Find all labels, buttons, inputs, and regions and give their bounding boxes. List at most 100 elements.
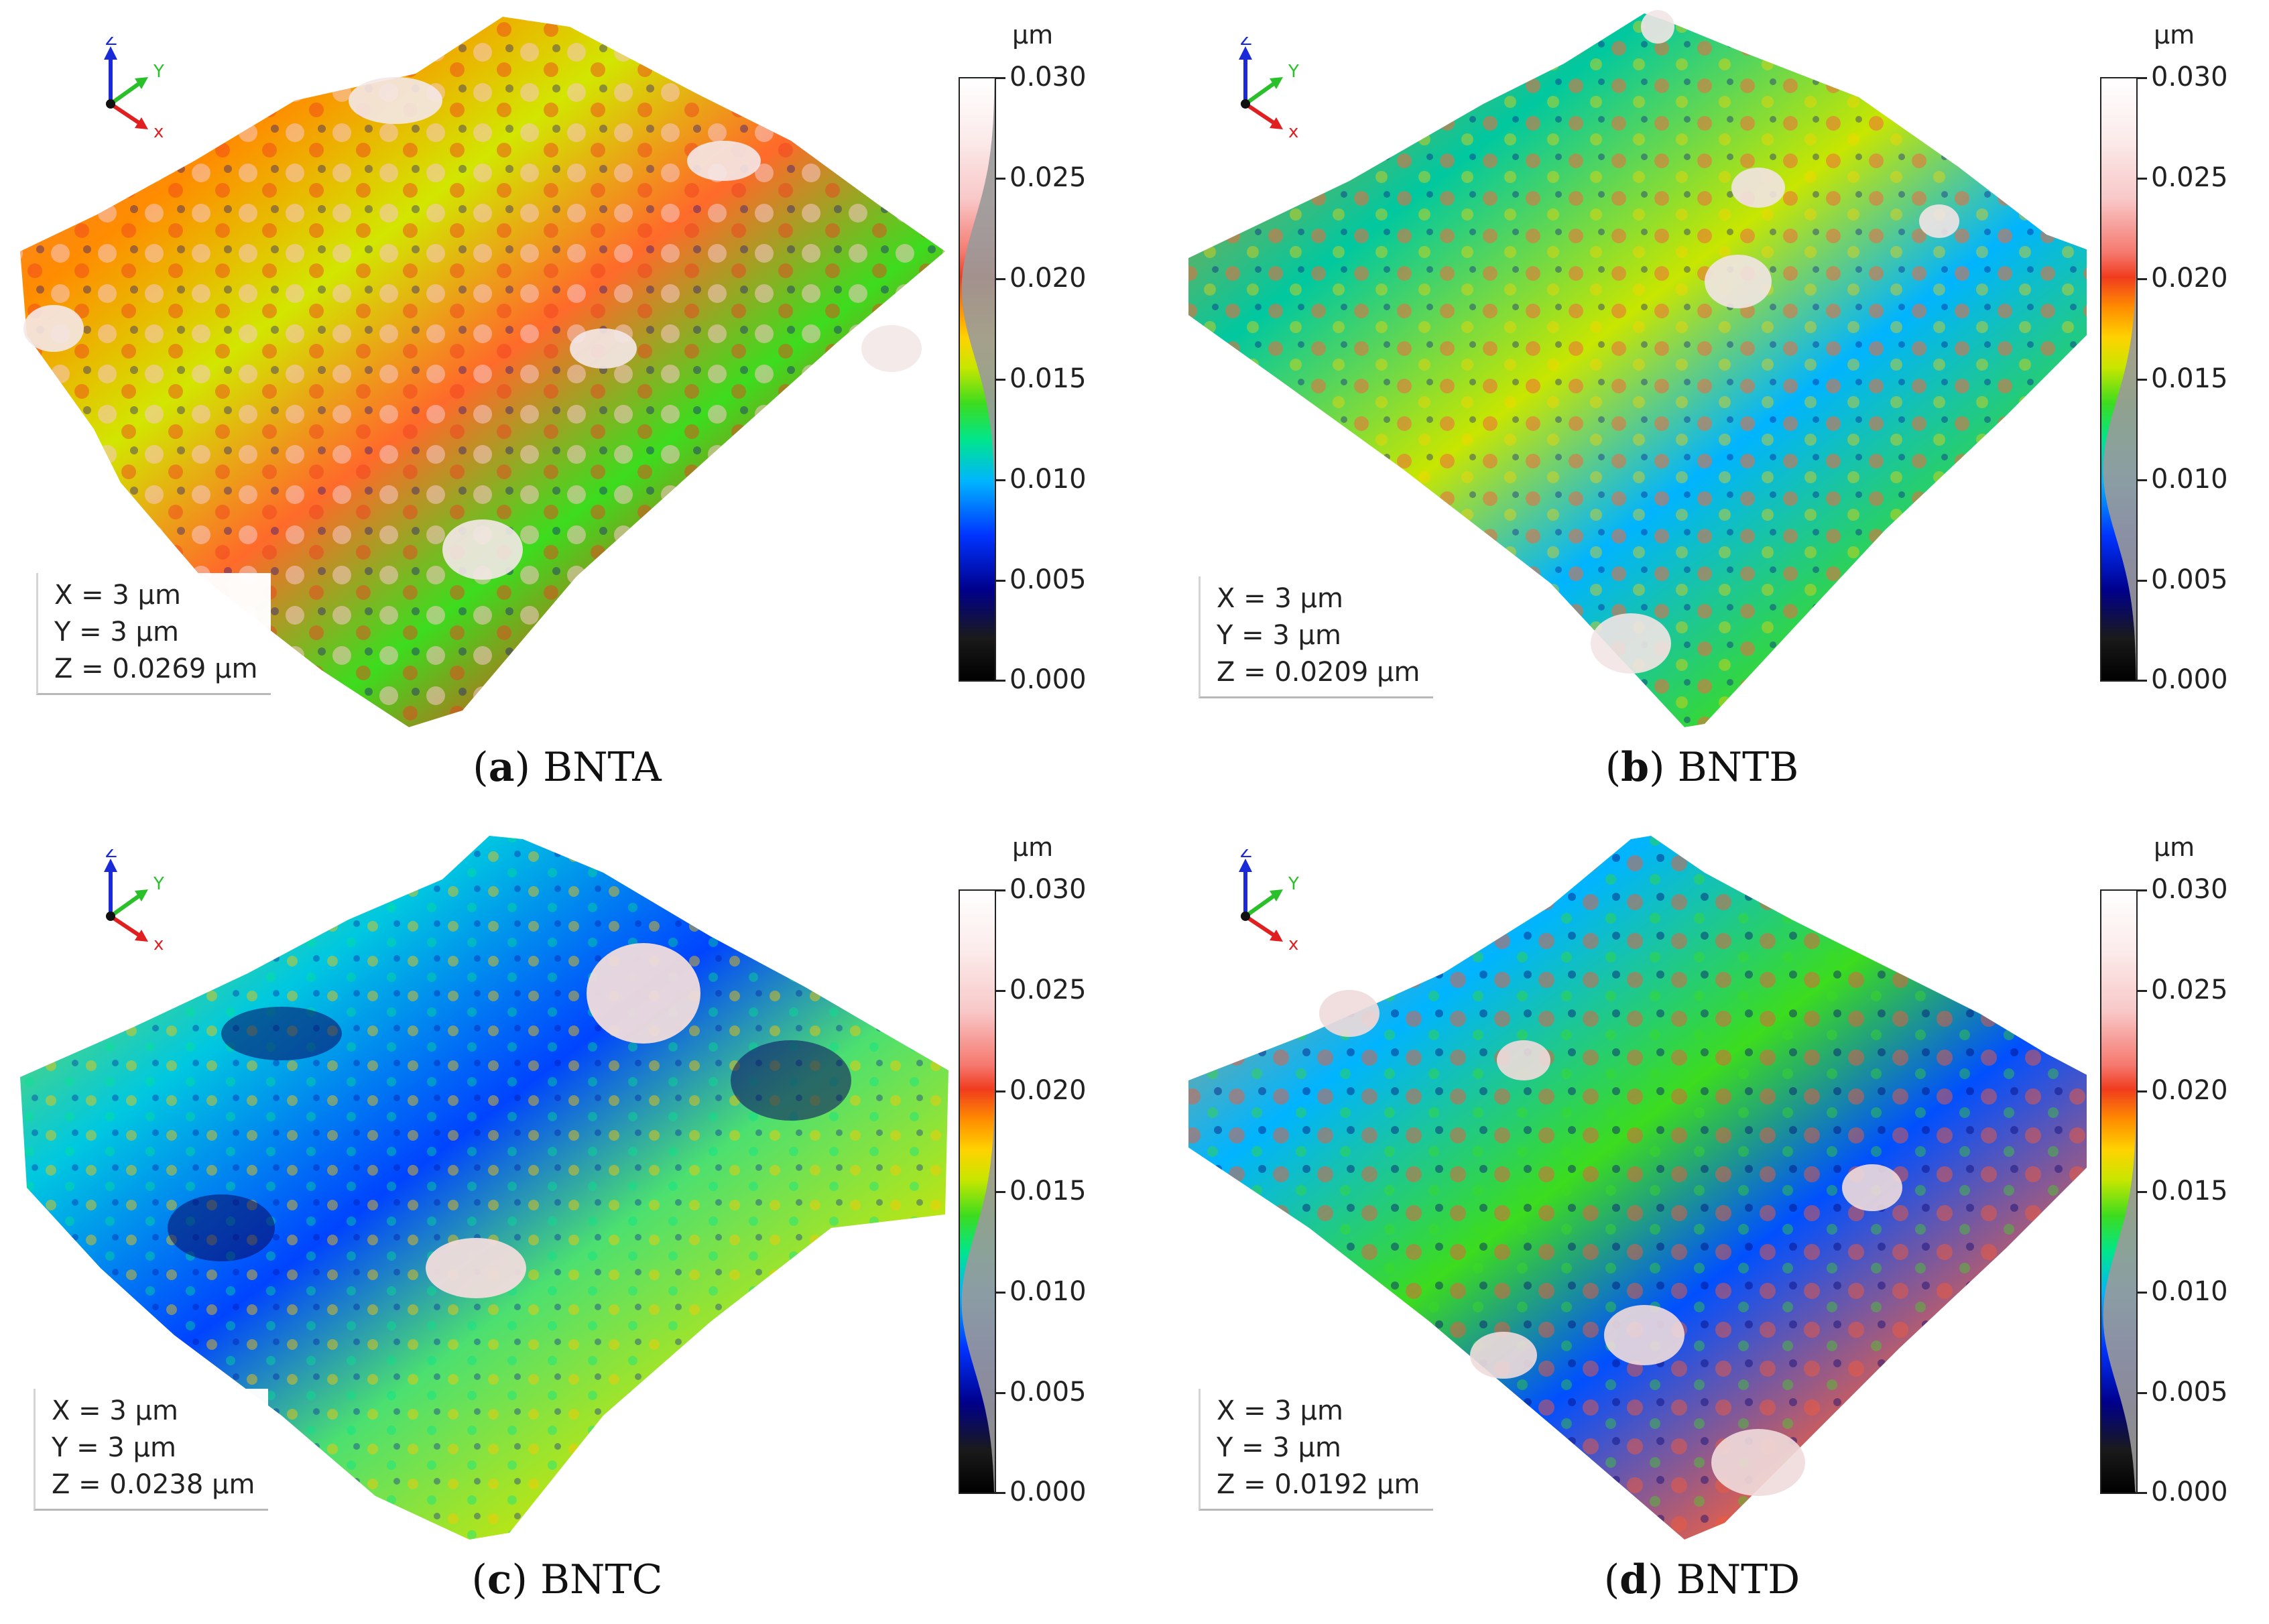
panel-a: Z Y x X = 3 µm Y = 3 µm Z = 0.0269 µm µm… — [0, 0, 1134, 812]
surface-plot-bntc — [20, 836, 948, 1540]
colorbar-tick — [2138, 990, 2147, 992]
histogram — [2103, 891, 2136, 1493]
colorbar-tick-label: 0.005 — [1009, 564, 1087, 595]
axis-triad-icon: Z Y x — [1239, 37, 1299, 142]
colorbar-tick — [996, 580, 1005, 582]
colorbar-tick — [2138, 1292, 2147, 1294]
colorbar-tick — [2138, 479, 2147, 481]
axis-label-z: Z — [105, 849, 117, 862]
colorbar-tick — [996, 178, 1005, 180]
histogram — [961, 78, 995, 680]
surface-plot-bnta — [20, 17, 945, 727]
colorbar-tick — [996, 1090, 1005, 1092]
dimension-x: X = 3 µm — [1217, 583, 1343, 614]
colorbar-tick-label: 0.010 — [2151, 464, 2228, 495]
colorbar-tick — [996, 77, 1005, 79]
colorbar-tick-label: 0.025 — [1009, 975, 1087, 1005]
dimension-x: X = 3 µm — [54, 580, 181, 611]
dimension-box: X = 3 µm Y = 3 µm Z = 0.0209 µm — [1199, 576, 1433, 698]
colorbar-tick-label: 0.005 — [2151, 564, 2228, 595]
histogram — [2103, 78, 2136, 680]
colorbar-tick — [2138, 1191, 2147, 1193]
colorbar-tick — [996, 1292, 1005, 1294]
colorbar-tick-label: 0.015 — [1009, 363, 1087, 394]
dimension-box: X = 3 µm Y = 3 µm Z = 0.0238 µm — [34, 1389, 268, 1511]
axis-label-x: x — [154, 122, 164, 142]
colorbar-tick — [2138, 1492, 2147, 1494]
colorbar-tick-label: 0.030 — [1009, 874, 1087, 905]
dimension-y: Y = 3 µm — [1217, 1432, 1341, 1463]
dimension-y: Y = 3 µm — [52, 1432, 176, 1463]
colorbar-tick — [2138, 178, 2147, 180]
colorbar-tick — [2138, 889, 2147, 891]
colorbar-tick — [996, 680, 1005, 682]
axis-label-x: x — [154, 934, 164, 954]
dimension-z: Z = 0.0209 µm — [1217, 657, 1420, 688]
axis-label-z: Z — [1240, 37, 1252, 50]
dimension-y: Y = 3 µm — [1217, 620, 1341, 651]
dimension-x: X = 3 µm — [52, 1395, 178, 1426]
colorbar-unit: µm — [2154, 832, 2195, 862]
colorbar-tick-label: 0.020 — [1009, 263, 1087, 294]
colorbar-tick-label: 0.025 — [2151, 162, 2228, 193]
panel-b: Z Y x X = 3 µm Y = 3 µm Z = 0.0209 µm µm… — [1135, 0, 2269, 812]
colorbar-tick — [996, 990, 1005, 992]
axis-label-x: x — [1288, 122, 1298, 142]
colorbar-tick-label: 0.000 — [2151, 1477, 2228, 1507]
panel-d: Z Y x X = 3 µm Y = 3 µm Z = 0.0192 µm µm… — [1135, 812, 2269, 1624]
colorbar-tick-label: 0.000 — [2151, 664, 2228, 695]
dimension-z: Z = 0.0238 µm — [52, 1469, 255, 1500]
colorbar-tick-label: 0.030 — [1009, 62, 1087, 92]
dimension-box: X = 3 µm Y = 3 µm Z = 0.0269 µm — [36, 573, 271, 695]
caption-b: (b) BNTB — [1605, 744, 1799, 791]
colorbar-tick — [996, 1392, 1005, 1394]
colorbar-unit: µm — [1012, 20, 1054, 50]
colorbar-tick — [2138, 77, 2147, 79]
colorbar — [959, 889, 996, 1494]
colorbar-tick — [996, 889, 1005, 891]
colorbar-tick — [996, 379, 1005, 381]
colorbar-tick — [996, 1492, 1005, 1494]
dimension-x: X = 3 µm — [1217, 1395, 1343, 1426]
axis-triad-icon: Z Y x — [104, 37, 164, 142]
histogram — [961, 891, 995, 1493]
colorbar-tick-label: 0.015 — [2151, 1176, 2228, 1206]
dimension-z: Z = 0.0192 µm — [1217, 1469, 1420, 1500]
colorbar-tick-label: 0.010 — [1009, 464, 1087, 495]
colorbar-tick-label: 0.000 — [1009, 664, 1087, 695]
colorbar — [2100, 889, 2138, 1494]
colorbar-tick-label: 0.025 — [2151, 975, 2228, 1005]
colorbar-tick-label: 0.010 — [1009, 1276, 1087, 1307]
colorbar-tick-label: 0.015 — [2151, 363, 2228, 394]
colorbar — [2100, 77, 2138, 682]
colorbar-tick-label: 0.025 — [1009, 162, 1087, 193]
colorbar-tick — [2138, 680, 2147, 682]
colorbar-tick — [996, 479, 1005, 481]
axis-label-y: Y — [1288, 874, 1299, 894]
colorbar-tick — [2138, 580, 2147, 582]
colorbar-tick — [2138, 1090, 2147, 1092]
caption-a: (a) BNTA — [473, 744, 662, 791]
colorbar-tick — [2138, 278, 2147, 280]
axis-label-y: Y — [153, 874, 164, 894]
panel-c: Z Y x X = 3 µm Y = 3 µm Z = 0.0238 µm µm… — [0, 812, 1134, 1624]
colorbar-tick — [2138, 1392, 2147, 1394]
axis-label-x: x — [1288, 934, 1298, 954]
colorbar-tick-label: 0.010 — [2151, 1276, 2228, 1307]
colorbar-tick-label: 0.020 — [2151, 1075, 2228, 1106]
dimension-y: Y = 3 µm — [54, 617, 179, 647]
colorbar-tick-label: 0.005 — [2151, 1377, 2228, 1408]
colorbar-tick-label: 0.015 — [1009, 1176, 1087, 1206]
colorbar — [959, 77, 996, 682]
colorbar-tick — [996, 278, 1005, 280]
axis-triad-icon: Z Y x — [1239, 849, 1299, 954]
dimension-z: Z = 0.0269 µm — [54, 653, 258, 684]
colorbar-tick-label: 0.000 — [1009, 1477, 1087, 1507]
colorbar-tick-label: 0.030 — [2151, 874, 2228, 905]
colorbar-unit: µm — [1012, 832, 1054, 862]
axis-label-y: Y — [1288, 62, 1299, 82]
dimension-box: X = 3 µm Y = 3 µm Z = 0.0192 µm — [1199, 1389, 1433, 1511]
axis-triad-icon: Z Y x — [104, 849, 164, 954]
colorbar-tick-label: 0.020 — [2151, 263, 2228, 294]
axis-label-y: Y — [153, 62, 164, 82]
